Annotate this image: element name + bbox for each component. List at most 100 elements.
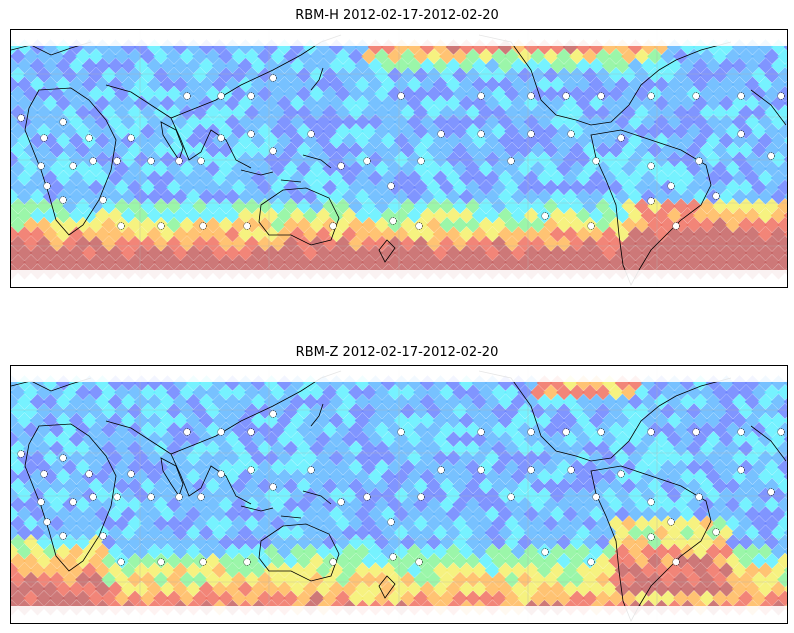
data-cell [335,123,351,140]
data-cell [166,515,182,532]
data-cell [686,104,702,121]
data-cell [686,254,702,271]
station-marker [647,92,655,100]
data-cell [621,235,637,252]
data-cell [621,403,637,419]
data-cell [569,440,585,457]
station-marker [767,488,775,496]
data-cell [712,254,728,271]
data-cell [731,450,748,466]
data-cell [621,86,637,102]
data-cell [679,95,696,111]
data-cell [75,496,91,513]
data-cell [341,431,358,447]
data-cell [114,515,130,532]
data-cell [426,123,442,140]
data-cell [608,403,624,419]
data-cell [127,478,143,494]
data-cell [634,67,650,83]
data-cell [569,48,585,65]
data-cell [153,571,169,588]
data-cell [413,198,429,214]
data-cell [686,217,702,233]
data-cell [601,468,618,485]
data-cell [205,179,221,196]
data-cell [549,543,566,560]
data-cell [419,543,436,560]
data-cell [101,515,117,532]
data-cell [198,76,215,93]
data-cell [660,571,676,588]
data-cell [738,235,754,252]
data-cell [783,566,787,574]
data-cell [11,384,26,401]
data-cell [237,207,254,224]
data-cell [120,393,137,410]
data-cell [159,562,176,578]
data-cell [614,207,631,224]
data-cell [432,114,449,130]
data-cell [647,160,663,177]
data-cell [231,198,247,214]
data-cell [647,104,663,121]
station-marker [269,74,277,82]
data-cell [640,506,657,522]
data-cell [497,562,514,578]
station-markers [17,410,785,566]
data-cell [406,95,423,111]
data-cell [348,590,364,607]
data-cell [211,170,228,186]
data-cell [419,431,436,447]
data-cell [341,188,358,205]
data-cell [166,553,182,569]
data-cell [354,76,371,93]
data-cell [361,104,377,121]
data-cell [140,553,156,569]
data-cell [426,254,442,271]
data-cell [627,450,644,466]
data-cell [185,562,202,578]
data-cell [16,76,33,93]
data-cell [374,67,390,83]
data-cell [692,245,709,261]
data-cell [328,543,345,560]
no-data-bottom [11,606,787,623]
data-cell [11,581,20,597]
data-cell [660,440,676,457]
data-cell [478,179,494,196]
data-cell [575,543,592,560]
data-cell [523,39,540,55]
data-cell [276,543,293,560]
data-cell [712,515,728,532]
data-cell [400,217,416,233]
data-cell [218,590,234,607]
data-cell [224,188,241,205]
data-cell [751,48,767,65]
data-cell [549,375,566,391]
data-cell [354,188,371,205]
data-cell [75,515,91,532]
data-cell [140,217,156,233]
data-cell [205,86,221,102]
data-cell [159,95,176,111]
data-cell [536,524,553,541]
data-cell [127,179,143,196]
data-cell [387,384,403,401]
data-cell [211,506,228,522]
data-cell [296,48,312,65]
data-cell [491,198,507,214]
data-cell [621,422,637,438]
data-cell [608,48,624,65]
data-cell [484,468,501,485]
data-cell [738,422,754,438]
data-cell [114,235,130,252]
data-cell [556,571,572,588]
coastlines [11,34,787,286]
data-cell [335,179,351,196]
data-cell [101,590,117,607]
data-cell [530,67,546,83]
data-cell [11,450,20,466]
data-cell [627,245,644,261]
data-cell [666,207,683,224]
data-cell [764,198,780,214]
